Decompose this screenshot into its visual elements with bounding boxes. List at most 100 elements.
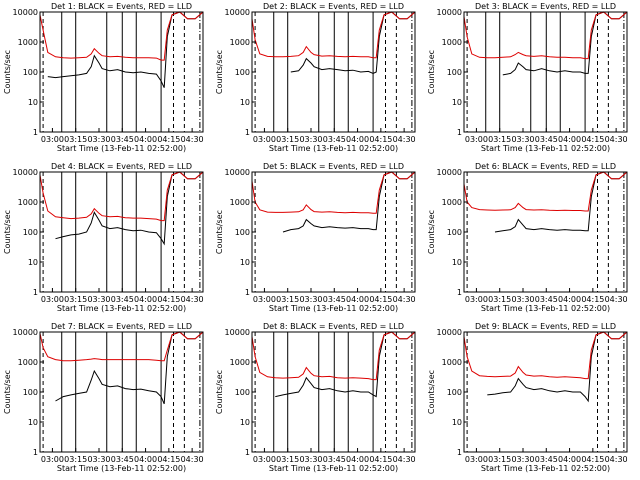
series-line-lld (463, 171, 628, 212)
panel-title: Det 2: BLACK = Events, RED = LLD (263, 2, 404, 11)
x-axis-label: Start Time (13-Feb-11 02:52:00) (269, 464, 398, 473)
x-tick-label: 04:00 (346, 455, 369, 464)
x-tick-label: 03:15 (276, 295, 299, 304)
detector-panel-1: Det 1: BLACK = Events, RED = LLD 1 10 100 10… (3, 2, 204, 153)
y-axis-label: Counts/sec (3, 50, 12, 94)
series-line-lld (463, 331, 628, 380)
y-tick-label: 1 (33, 288, 38, 297)
y-tick-label: 100 (235, 388, 250, 397)
y-tick-label: 10000 (13, 8, 38, 17)
y-tick-label: 10 (28, 258, 38, 267)
y-tick-label: 10 (452, 98, 462, 107)
y-tick-label: 10 (240, 98, 250, 107)
series-line-events (494, 171, 628, 233)
y-tick-label: 100 (447, 68, 462, 77)
y-tick-label: 1 (457, 448, 462, 457)
x-axis-label: Start Time (13-Feb-11 02:52:00) (57, 144, 186, 153)
x-tick-label: 03:00 (465, 295, 488, 304)
panel-title: Det 4: BLACK = Events, RED = LLD (51, 162, 192, 171)
detector-panel-9: Det 9: BLACK = Events, RED = LLD 1 10 100 10… (427, 322, 628, 473)
y-axis-label: Counts/sec (3, 370, 12, 414)
panel-title: Det 1: BLACK = Events, RED = LLD (51, 2, 192, 11)
y-tick-label: 1000 (442, 198, 462, 207)
y-tick-label: 1 (33, 128, 38, 137)
x-tick-label: 03:00 (41, 455, 64, 464)
plot-frame (463, 11, 628, 133)
x-tick-label: 03:30 (87, 135, 110, 144)
x-tick-label: 03:15 (488, 295, 511, 304)
x-tick-label: 03:00 (465, 135, 488, 144)
y-tick-label: 1 (245, 288, 250, 297)
y-tick-label: 10000 (225, 8, 250, 17)
x-tick-label: 04:15 (157, 455, 180, 464)
y-tick-label: 1000 (442, 38, 462, 47)
y-tick-label: 100 (23, 388, 38, 397)
x-tick-label: 03:45 (535, 295, 558, 304)
x-tick-label: 04:30 (605, 135, 628, 144)
y-tick-label: 100 (23, 228, 38, 237)
x-tick-label: 04:00 (558, 455, 581, 464)
x-tick-label: 03:00 (253, 455, 276, 464)
x-axis-label: Start Time (13-Feb-11 02:52:00) (57, 304, 186, 313)
x-tick-label: 04:00 (134, 135, 157, 144)
y-tick-label: 1000 (230, 198, 250, 207)
y-tick-label: 10 (28, 98, 38, 107)
x-axis-label: Start Time (13-Feb-11 02:52:00) (269, 144, 398, 153)
detector-panel-3: Det 3: BLACK = Events, RED = LLD 1 10 100 10… (427, 2, 628, 153)
y-tick-label: 100 (235, 228, 250, 237)
y-axis-label: Counts/sec (3, 210, 12, 254)
series-line-events (55, 331, 204, 405)
x-tick-label: 04:15 (369, 455, 392, 464)
x-tick-label: 03:45 (111, 135, 134, 144)
x-tick-label: 03:45 (323, 135, 346, 144)
x-tick-label: 03:45 (535, 135, 558, 144)
x-tick-label: 03:15 (64, 135, 87, 144)
x-tick-label: 03:15 (276, 455, 299, 464)
x-tick-label: 03:00 (41, 135, 64, 144)
x-tick-label: 03:00 (253, 295, 276, 304)
x-tick-label: 03:45 (323, 295, 346, 304)
y-tick-label: 10000 (225, 328, 250, 337)
x-tick-label: 03:15 (488, 135, 511, 144)
series-line-lld (463, 11, 628, 60)
series-line-events (47, 11, 204, 88)
y-tick-label: 10000 (437, 8, 462, 17)
x-tick-label: 04:15 (581, 135, 604, 144)
x-tick-label: 04:30 (393, 455, 416, 464)
series-line-events (275, 331, 416, 398)
y-tick-label: 10000 (13, 168, 38, 177)
x-tick-label: 04:00 (346, 135, 369, 144)
x-tick-label: 04:15 (369, 295, 392, 304)
x-tick-label: 04:00 (346, 295, 369, 304)
y-axis-label: Counts/sec (427, 370, 436, 414)
y-axis-label: Counts/sec (215, 210, 224, 254)
y-tick-label: 10 (240, 418, 250, 427)
detector-panel-2: Det 2: BLACK = Events, RED = LLD 1 10 100 10… (215, 2, 416, 153)
panel-title: Det 7: BLACK = Events, RED = LLD (51, 322, 192, 331)
x-tick-label: 04:30 (393, 135, 416, 144)
x-tick-label: 03:45 (535, 455, 558, 464)
panel-title: Det 3: BLACK = Events, RED = LLD (475, 2, 616, 11)
series-line-lld (39, 331, 204, 362)
detector-panel-5: Det 5: BLACK = Events, RED = LLD 1 10 100 10… (215, 162, 416, 313)
x-tick-label: 04:30 (181, 135, 204, 144)
x-tick-label: 03:30 (87, 455, 110, 464)
x-tick-label: 03:00 (253, 135, 276, 144)
x-tick-label: 04:15 (581, 295, 604, 304)
detector-panel-6: Det 6: BLACK = Events, RED = LLD 1 10 100 10… (427, 162, 628, 313)
y-axis-label: Counts/sec (427, 50, 436, 94)
detector-panel-7: Det 7: BLACK = Events, RED = LLD 1 10 100 10… (3, 322, 204, 473)
x-tick-label: 03:15 (64, 295, 87, 304)
series-line-events (282, 171, 416, 233)
x-tick-label: 03:30 (299, 455, 322, 464)
detector-panel-8: Det 8: BLACK = Events, RED = LLD 1 10 100 10… (215, 322, 416, 473)
x-tick-label: 04:15 (157, 135, 180, 144)
series-line-events (487, 331, 628, 403)
y-tick-label: 10000 (13, 328, 38, 337)
x-tick-label: 03:30 (87, 295, 110, 304)
x-tick-label: 03:15 (276, 135, 299, 144)
x-tick-label: 04:30 (605, 295, 628, 304)
series-line-lld (251, 331, 416, 381)
plot-frame (39, 171, 204, 293)
